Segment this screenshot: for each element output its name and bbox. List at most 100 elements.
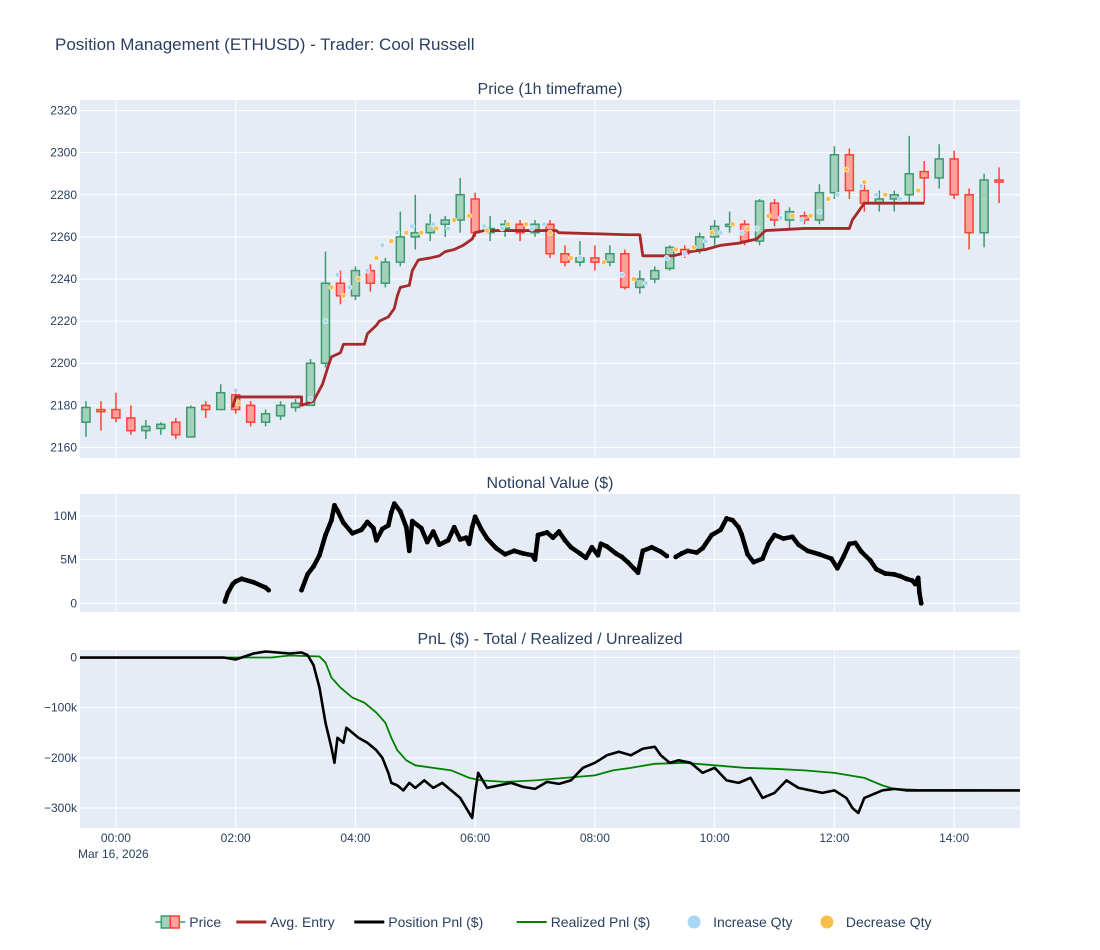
notional-value-point [305, 572, 310, 577]
notional-value-point [873, 566, 879, 572]
candle-body [949, 158, 959, 196]
notional-value-point [724, 516, 730, 521]
decrease-qty-marker [484, 227, 491, 234]
candle-body [410, 231, 421, 238]
candle [141, 420, 151, 440]
candle-body [829, 154, 840, 194]
notional-value-point [760, 556, 765, 562]
decrease-qty-marker [600, 259, 607, 266]
notional-value-point [341, 520, 346, 526]
decrease-qty-marker [340, 292, 347, 299]
candle-body [96, 408, 106, 413]
legend[interactable]: Price Avg. Entry Position Pnl ($) Realized … [155, 914, 931, 930]
increase-qty-marker [334, 271, 341, 278]
candle-body [859, 189, 870, 204]
notional-value-point [903, 576, 909, 582]
notional-value-point [457, 537, 463, 542]
notional-value-point [745, 551, 750, 557]
y-tick-label: 2180 [50, 398, 77, 412]
decrease-qty-marker [568, 255, 574, 261]
notional-value-point [882, 571, 888, 576]
x-tick-label: 04:00 [340, 831, 370, 845]
increase-qty-marker [642, 280, 649, 287]
y-tick-label: 2320 [50, 104, 77, 118]
notional-value-point [520, 551, 526, 556]
y-tick-label: 2220 [50, 314, 77, 328]
notional-value-point [445, 537, 451, 543]
decrease-qty-marker [433, 225, 440, 232]
notional-value-point [912, 581, 918, 587]
candle [200, 401, 211, 418]
notional-value-point [897, 573, 903, 579]
notional-value-point [840, 554, 846, 560]
increase-qty-marker [858, 183, 865, 190]
pnl-panel-title: PnL ($) - Total / Realized / Unrealized [417, 631, 682, 648]
candle [904, 135, 914, 204]
decrease-qty-marker [403, 229, 410, 236]
candle-body [245, 404, 256, 423]
notional-value-point [685, 548, 691, 554]
candle [290, 399, 301, 412]
candle [440, 215, 450, 237]
candle-body [545, 223, 555, 255]
notional-value-point [403, 524, 409, 530]
increase-qty-marker [364, 267, 371, 274]
notional-value-point [613, 551, 619, 556]
notional-value-point [598, 541, 604, 547]
x-tick-label: 10:00 [700, 831, 730, 845]
notional-value-point [379, 526, 385, 532]
candle [964, 188, 974, 250]
plot-background [80, 494, 1020, 612]
legend-item[interactable]: Realized Pnl ($) [516, 914, 651, 930]
price-panel-title: Price (1h timeframe) [478, 81, 623, 98]
notional-value-point [385, 523, 391, 528]
notional-value-point [739, 531, 744, 537]
legend-item[interactable]: Position Pnl ($) [354, 914, 483, 930]
increase-qty-marker [738, 229, 745, 236]
notional-value-point [679, 551, 685, 556]
candle-body [814, 191, 825, 221]
notional-value-point [484, 536, 490, 541]
notional-value-point [891, 572, 897, 577]
notional-value-point [846, 541, 852, 547]
x-axis-date-label: Mar 16, 2026 [78, 847, 149, 861]
increase-qty-marker [816, 208, 823, 215]
decrease-qty-marker [466, 212, 473, 219]
legend-item[interactable]: Price [155, 914, 221, 930]
candle-body [111, 408, 121, 419]
notional-value-point [817, 551, 822, 557]
notional-value-point [502, 551, 508, 557]
y-tick-label: −100k [44, 701, 78, 715]
notional-value-point [266, 587, 271, 593]
candle-body [141, 425, 151, 432]
notional-value-point [478, 526, 484, 532]
candle [470, 192, 480, 237]
notional-value-point [391, 501, 397, 507]
increase-qty-marker [897, 196, 904, 202]
notional-value-point [766, 541, 771, 547]
y-tick-label: 2200 [50, 356, 77, 370]
notional-value-point [583, 555, 589, 561]
notional-value-point [222, 599, 228, 604]
decrease-qty-marker [505, 221, 511, 228]
increase-qty-marker [702, 238, 709, 244]
notional-value-point [700, 545, 706, 551]
notional-value-point [568, 544, 574, 550]
candle [769, 198, 780, 227]
legend-item[interactable]: Avg. Entry [236, 914, 335, 930]
x-tick-label: 00:00 [101, 831, 131, 845]
candle [171, 417, 181, 440]
notional-value-point [834, 565, 840, 571]
legend-item[interactable]: Increase Qty [687, 914, 793, 930]
notional-panel: 0 5M 10M [54, 494, 1020, 612]
candle-body [260, 413, 271, 423]
candle-body [964, 194, 974, 234]
candle [380, 257, 391, 288]
decrease-qty-marker [630, 276, 637, 282]
x-axis: 00:00 02:00 04:00 06:00 08:00 10:00 12:00 14:00 [101, 831, 970, 845]
candle-body [171, 421, 181, 436]
candle-body [934, 158, 944, 179]
legend-item[interactable]: Decrease Qty [820, 914, 931, 930]
notional-value-point [317, 552, 322, 558]
candle-body [275, 404, 286, 417]
